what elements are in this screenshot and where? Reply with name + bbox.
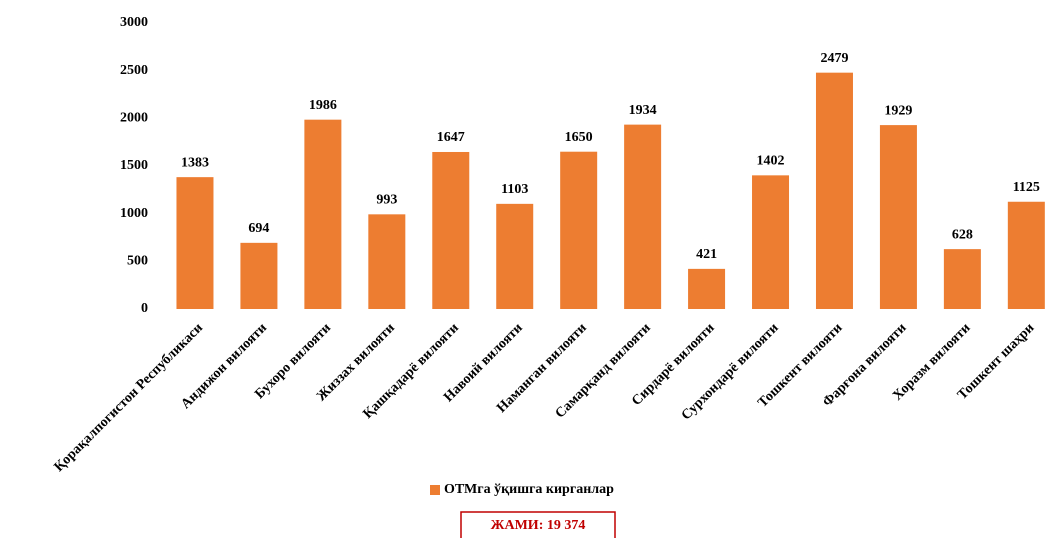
data-label: 1103 [501, 182, 528, 197]
y-tick-label: 3000 [120, 15, 148, 30]
bar [752, 175, 790, 309]
bar [496, 203, 534, 309]
annotation-box [460, 511, 616, 538]
legend-swatch [430, 485, 440, 495]
data-label: 1647 [437, 130, 465, 145]
bar [815, 72, 853, 309]
y-tick-label: 1500 [120, 158, 148, 173]
y-tick-label: 2500 [120, 63, 148, 78]
y-tick-label: 1000 [120, 206, 148, 221]
y-tick-label: 0 [141, 301, 148, 316]
bar [560, 151, 598, 309]
data-label: 1929 [884, 103, 912, 118]
data-label: 1402 [757, 154, 785, 169]
bar [1007, 201, 1045, 309]
bar [240, 242, 278, 309]
bar [368, 214, 406, 309]
y-tick-label: 2000 [120, 111, 148, 126]
data-label: 628 [952, 227, 973, 242]
bar [624, 124, 662, 309]
annotation: ЖАМИ: 19 374 [491, 518, 586, 533]
bar [879, 125, 917, 310]
bar [688, 268, 726, 309]
legend-label: ОТМга ўқишга кирганлар [444, 482, 614, 497]
bar [176, 177, 214, 309]
data-label: 1650 [565, 130, 593, 145]
bar [304, 119, 342, 309]
data-label: 421 [696, 247, 717, 262]
data-label: 1986 [309, 98, 337, 113]
data-label: 2479 [820, 51, 848, 66]
data-label: 694 [248, 221, 269, 236]
data-label: 1934 [629, 103, 657, 118]
bar [432, 151, 470, 309]
data-label: 993 [376, 193, 397, 208]
data-label: 1125 [1013, 180, 1040, 195]
data-label: 1383 [181, 155, 209, 170]
bar [943, 249, 981, 309]
y-tick-label: 500 [127, 254, 148, 269]
